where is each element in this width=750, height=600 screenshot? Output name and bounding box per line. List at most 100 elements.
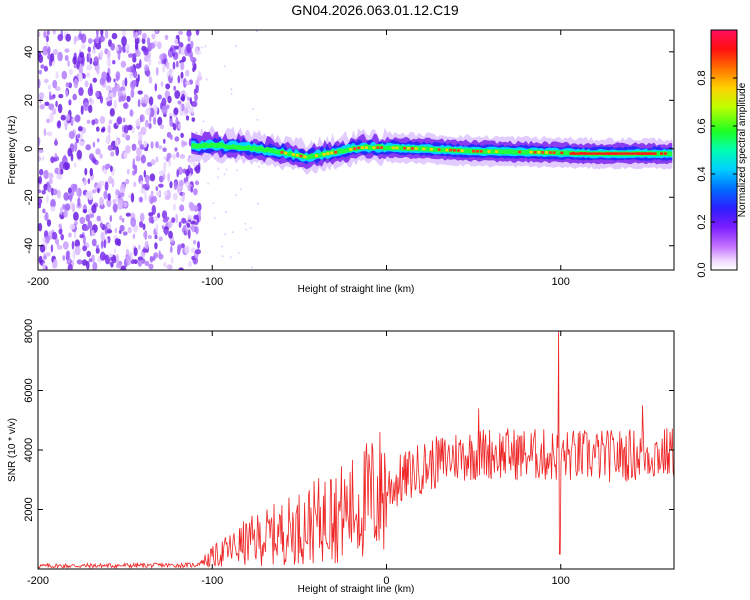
noise-speck — [132, 56, 137, 63]
signal-core-cell — [403, 146, 407, 150]
noise-speck — [180, 45, 186, 56]
noise-speck — [38, 189, 42, 194]
noise-speck — [257, 165, 260, 168]
noise-speck — [158, 250, 161, 257]
noise-speck — [99, 180, 105, 186]
noise-speck — [144, 94, 148, 100]
signal-core-cell — [422, 147, 426, 151]
noise-speck — [99, 196, 104, 207]
signal-core-cell — [349, 148, 353, 151]
noise-speck — [73, 78, 79, 89]
noise-speck — [81, 43, 86, 50]
noise-speck — [143, 231, 148, 239]
signal-core-cell — [284, 151, 288, 155]
noise-speck — [166, 152, 172, 159]
noise-speck — [168, 230, 173, 239]
noise-speck — [123, 102, 128, 109]
noise-speck — [56, 120, 62, 129]
noise-speck — [113, 78, 116, 83]
noise-speck — [69, 192, 73, 202]
noise-speck — [189, 97, 192, 104]
noise-speck — [192, 162, 197, 167]
noise-speck — [112, 199, 116, 205]
noise-speck — [191, 224, 196, 233]
noise-speck — [163, 161, 167, 168]
signal-core-cell — [560, 151, 564, 155]
noise-speck — [148, 96, 154, 106]
signal-core-cell — [529, 150, 533, 154]
noise-speck — [49, 112, 54, 123]
noise-speck — [95, 90, 100, 98]
noise-speck — [97, 188, 100, 194]
noise-speck — [119, 224, 125, 232]
noise-speck — [51, 231, 58, 240]
noise-speck — [38, 31, 41, 38]
noise-speck — [95, 247, 100, 254]
noise-speck — [140, 154, 146, 164]
snr-ytick-label: 2000 — [23, 497, 35, 521]
noise-speck — [178, 46, 182, 55]
noise-speck — [62, 203, 66, 210]
noise-speck — [69, 223, 76, 230]
noise-speck — [138, 30, 142, 36]
noise-speck — [202, 120, 205, 123]
noise-speck — [68, 232, 72, 238]
noise-speck — [180, 103, 185, 112]
noise-speck — [144, 260, 150, 266]
noise-speck — [122, 30, 126, 38]
noise-speck — [121, 132, 128, 138]
snr-ytick-label: 6000 — [23, 378, 35, 402]
noise-speck — [78, 65, 84, 75]
noise-speck — [91, 204, 97, 214]
noise-speck — [42, 51, 48, 56]
signal-core-cell — [518, 150, 522, 154]
noise-speck — [50, 198, 56, 209]
noise-speck — [57, 103, 63, 114]
noise-speck — [45, 252, 51, 257]
noise-speck — [197, 240, 200, 249]
noise-speck — [38, 182, 41, 189]
noise-speck — [87, 86, 94, 97]
noise-speck — [38, 152, 41, 158]
noise-speck — [223, 65, 226, 68]
noise-speck — [96, 64, 100, 75]
noise-speck — [192, 66, 196, 73]
noise-speck — [82, 209, 88, 214]
noise-speck — [169, 181, 173, 189]
noise-speck — [125, 43, 130, 52]
noise-speck — [38, 54, 44, 64]
noise-speck — [162, 63, 166, 73]
noise-speck — [224, 233, 227, 236]
noise-speck — [104, 254, 110, 265]
noise-speck — [134, 37, 140, 45]
spectrogram-ytick-label: -20 — [23, 189, 35, 205]
signal-core-cell — [660, 152, 663, 155]
noise-speck — [132, 158, 136, 168]
noise-speck — [85, 144, 91, 151]
noise-speck — [155, 186, 159, 192]
noise-speck — [130, 192, 135, 203]
noise-speck — [125, 212, 131, 217]
noise-speck — [74, 239, 81, 248]
noise-speck — [225, 210, 227, 213]
noise-speck — [133, 247, 138, 257]
noise-speck — [220, 245, 223, 248]
noise-speck — [223, 173, 226, 176]
noise-speck — [138, 196, 144, 203]
noise-speck — [87, 178, 91, 185]
noise-speck — [49, 95, 55, 100]
noise-speck — [74, 141, 78, 152]
noise-speck — [187, 229, 191, 240]
noise-speck — [169, 245, 173, 253]
noise-speck — [89, 57, 93, 65]
noise-speck — [72, 93, 77, 101]
noise-speck — [70, 183, 77, 190]
noise-speck — [173, 38, 179, 45]
noise-speck — [38, 156, 42, 162]
noise-speck — [78, 87, 84, 96]
noise-speck — [115, 74, 119, 82]
noise-speck — [82, 73, 86, 79]
noise-speck — [63, 192, 69, 201]
noise-speck — [148, 263, 154, 270]
